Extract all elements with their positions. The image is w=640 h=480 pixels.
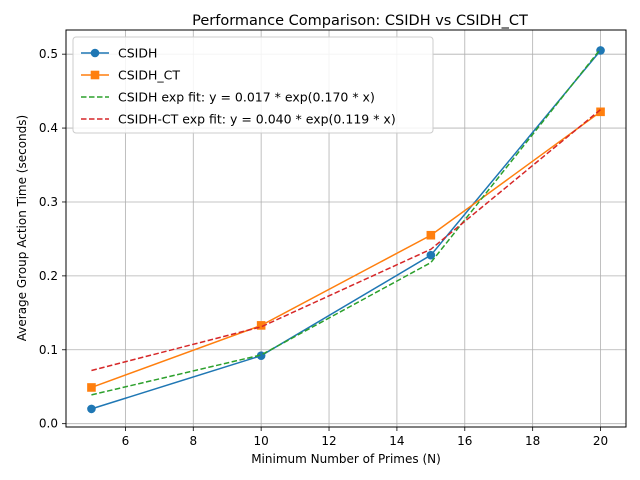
y-tick-label: 0.4 — [39, 121, 58, 135]
legend-label: CSIDH_CT — [118, 68, 180, 83]
x-tick-label: 14 — [389, 434, 404, 448]
x-tick-label: 20 — [593, 434, 608, 448]
x-axis-label: Minimum Number of Primes (N) — [251, 452, 441, 466]
x-tick-label: 6 — [122, 434, 130, 448]
series-line-3 — [91, 109, 602, 372]
x-tick-label: 16 — [457, 434, 472, 448]
data-point — [256, 321, 266, 330]
legend-label: CSIDH exp fit: y = 0.017 * exp(0.170 * x… — [118, 90, 375, 105]
y-tick-label: 0.2 — [39, 269, 58, 283]
x-tick-label: 8 — [189, 434, 197, 448]
legend-label: CSIDH-CT exp fit: y = 0.040 * exp(0.119 … — [118, 112, 396, 127]
x-axis: 6 8 10 12 14 16 18 20 — [122, 427, 608, 448]
data-point — [426, 250, 436, 260]
y-tick-label: 0.0 — [39, 417, 58, 431]
series-layer — [87, 46, 605, 414]
legend-marker — [90, 70, 100, 80]
plot-frame — [65, 29, 627, 428]
y-tick-label: 0.3 — [39, 195, 58, 209]
y-axis-label: Average Group Action Time (seconds) — [15, 115, 29, 341]
data-point — [87, 383, 96, 392]
data-point — [426, 230, 436, 240]
data-point — [596, 107, 605, 117]
y-tick-label: 0.5 — [39, 47, 58, 61]
x-tick-label: 18 — [525, 434, 540, 448]
y-axis: 0.0 0.1 0.2 0.3 0.4 0.5 — [39, 47, 66, 431]
chart-title: Performance Comparison: CSIDH vs CSIDH_C… — [192, 13, 528, 29]
series-line-1 — [91, 111, 601, 389]
series-line-0 — [91, 49, 602, 410]
y-tick-label: 0.1 — [39, 343, 58, 357]
legend-marker — [90, 48, 100, 58]
data-point — [87, 404, 96, 414]
x-tick-label: 12 — [321, 434, 336, 448]
legend: CSIDH CSIDH_CT CSIDH exp fit: y = 0.017 * … — [72, 36, 434, 134]
legend-label: CSIDH — [118, 46, 157, 61]
legend-box — [72, 36, 434, 134]
x-tick-label: 10 — [254, 434, 269, 448]
